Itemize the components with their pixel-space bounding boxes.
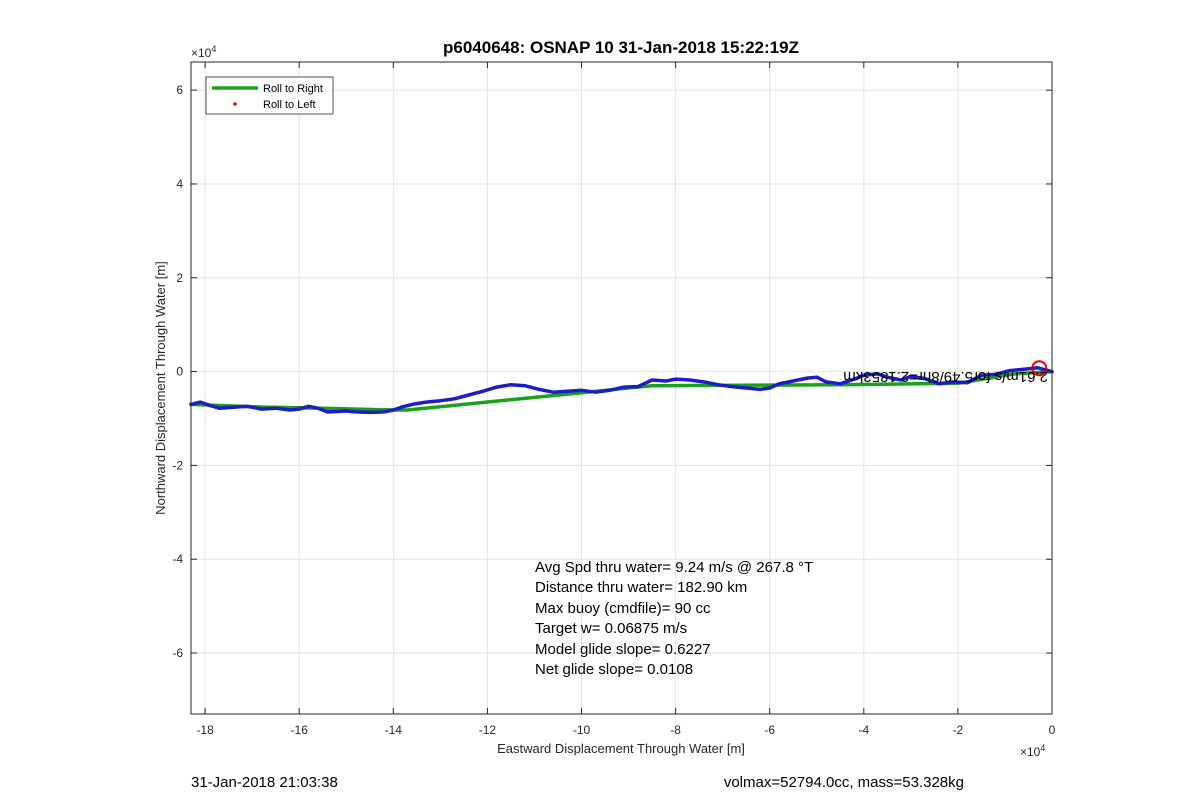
y-tick-label-3: 0 xyxy=(176,365,183,379)
legend-label-roll-right: Roll to Right xyxy=(263,83,323,95)
x-ticks: -18 -16 -14 -12 -10 -8 -6 -4 -2 0 xyxy=(196,62,1056,737)
stat-max-buoy: Max buoy (cmdfile)= 90 cc xyxy=(535,600,711,617)
stat-target-w: Target w= 0.06875 m/s xyxy=(535,620,687,637)
axes-frame xyxy=(190,61,1053,715)
x-axis-label: Eastward Displacement Through Water [m] xyxy=(497,741,745,756)
y-tick-label-1: -4 xyxy=(172,552,183,566)
y-axis-label: Northward Displacement Through Water [m] xyxy=(153,261,168,515)
stat-model-glide: Model glide slope= 0.6227 xyxy=(535,641,711,658)
y-exponent-label: ×104 xyxy=(191,44,216,60)
y-exponent-power: 4 xyxy=(211,44,216,54)
x-tick-label-2: -14 xyxy=(385,723,403,737)
plot-area: -18 -16 -14 -12 -10 -8 -6 -4 -2 0 -6 -4 -2 0 2 4 6 xyxy=(172,61,1056,737)
x-tick-label-5: -8 xyxy=(670,723,681,737)
series-layer xyxy=(189,366,1054,415)
stat-distance: Distance thru water= 182.90 km xyxy=(535,579,747,596)
marker-layer xyxy=(1031,360,1048,377)
stats-annotation: Avg Spd thru water= 9.24 m/s @ 267.8 °T … xyxy=(535,559,813,678)
x-tick-label-3: -12 xyxy=(479,723,497,737)
legend-box xyxy=(205,76,334,115)
stat-avg-speed: Avg Spd thru water= 9.24 m/s @ 267.8 °T xyxy=(535,559,813,576)
y-tick-label-5: 4 xyxy=(176,177,183,191)
footer-timestamp: 31-Jan-2018 21:03:38 xyxy=(191,774,338,791)
y-ticks: -6 -4 -2 0 2 4 6 xyxy=(172,83,1052,660)
x-tick-label-4: -10 xyxy=(573,723,591,737)
x-tick-label-7: -4 xyxy=(858,723,869,737)
legend: Roll to Right Roll to Left xyxy=(205,76,334,115)
mirrored-speed-label: 2.61m/s for5.49/8hr=2.1853km xyxy=(843,368,1048,385)
y-tick-label-0: -6 xyxy=(172,646,183,660)
x-tick-label-1: -16 xyxy=(291,723,309,737)
x-exponent-base: ×10 xyxy=(1020,745,1041,759)
x-tick-label-9: 0 xyxy=(1049,723,1056,737)
x-tick-label-6: -6 xyxy=(764,723,775,737)
chart-title: p6040648: OSNAP 10 31-Jan-2018 15:22:19Z xyxy=(443,38,799,57)
y-exponent-base: ×10 xyxy=(191,46,212,60)
x-tick-label-0: -18 xyxy=(196,723,214,737)
footer-vol-mass: volmax=52794.0cc, mass=53.328kg xyxy=(724,774,964,791)
x-tick-label-8: -2 xyxy=(953,723,964,737)
series-line-track-1 xyxy=(189,366,1054,415)
stat-net-glide: Net glide slope= 0.0108 xyxy=(535,661,693,678)
y-tick-label-2: -2 xyxy=(172,458,183,472)
y-tick-label-4: 2 xyxy=(176,271,183,285)
x-exponent-label: ×104 xyxy=(1020,743,1045,759)
legend-swatch-roll-left xyxy=(233,102,237,106)
y-tick-label-6: 6 xyxy=(176,83,183,97)
legend-label-roll-left: Roll to Left xyxy=(263,99,316,111)
x-exponent-power: 4 xyxy=(1040,743,1045,753)
start-marker-circle xyxy=(1031,360,1048,377)
